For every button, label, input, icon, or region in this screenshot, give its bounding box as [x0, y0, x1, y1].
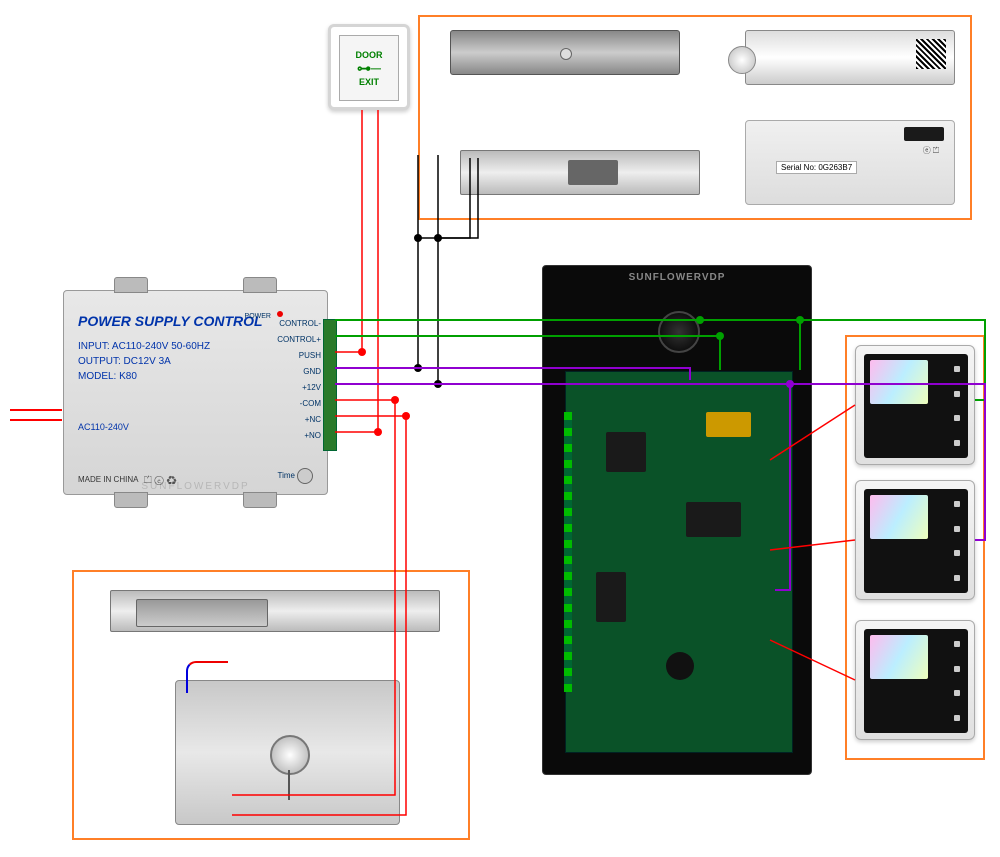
- pin-control-plus: CONTROL+: [277, 335, 321, 344]
- pin-gnd: GND: [303, 367, 321, 376]
- camera-icon: [658, 311, 700, 353]
- panel-brand: SUNFLOWERVDP: [629, 272, 726, 283]
- video-monitor-3: [855, 620, 975, 740]
- keyhole-icon: [270, 735, 310, 775]
- serial-label: Serial No:: [781, 163, 816, 172]
- pin-12v: +12V: [302, 383, 321, 392]
- key-icon: ⊶─: [357, 60, 381, 77]
- psu-made-in: MADE IN CHINA: [78, 475, 138, 484]
- terminal-block: [323, 319, 337, 451]
- pin-control-minus: CONTROL-: [279, 319, 321, 328]
- psu-title: POWER SUPPLY CONTROL: [78, 313, 263, 329]
- electric-lock: [175, 680, 400, 825]
- psu-spec-input: INPUT: AC110-240V 50-60HZ: [78, 339, 210, 354]
- video-monitor-2: [855, 480, 975, 600]
- pin-push: PUSH: [299, 351, 321, 360]
- door-exit-button: DOOR ⊶─ EXIT: [328, 24, 410, 110]
- psu-watermark: SUNFLOWERVDP: [141, 481, 249, 492]
- psu-spec-output: OUTPUT: DC12V 3A: [78, 354, 210, 369]
- door-exit-face: DOOR ⊶─ EXIT: [339, 35, 399, 101]
- pin-no: +NO: [304, 431, 321, 440]
- power-supply: POWER SUPPLY CONTROL INPUT: AC110-240V 5…: [63, 290, 328, 495]
- serial-value: 0G263B7: [818, 163, 852, 172]
- psu-spec-model: MODEL: K80: [78, 369, 210, 384]
- pcb: [565, 371, 793, 753]
- pin-nc: +NC: [305, 415, 321, 424]
- door-exit-label-bottom: EXIT: [359, 77, 379, 87]
- psu-power-led-label: POWER: [245, 313, 271, 320]
- electric-strike-top: [460, 150, 700, 195]
- lock-controller: ⓔ ⏍ Serial No: 0G263B7: [745, 120, 955, 205]
- psu-ac-label: AC110-240V: [78, 421, 129, 435]
- time-pot-icon: [297, 468, 313, 484]
- door-exit-label-top: DOOR: [356, 50, 383, 60]
- control-panel: SUNFLOWERVDP: [542, 265, 812, 775]
- video-monitor-1: [855, 345, 975, 465]
- power-led-icon: [277, 311, 283, 317]
- bolt-lock: [745, 30, 955, 85]
- psu-time-label: Time: [278, 471, 295, 480]
- pin-com: -COM: [300, 399, 321, 408]
- electric-strike-long: [110, 590, 440, 632]
- magnetic-lock: [450, 30, 680, 75]
